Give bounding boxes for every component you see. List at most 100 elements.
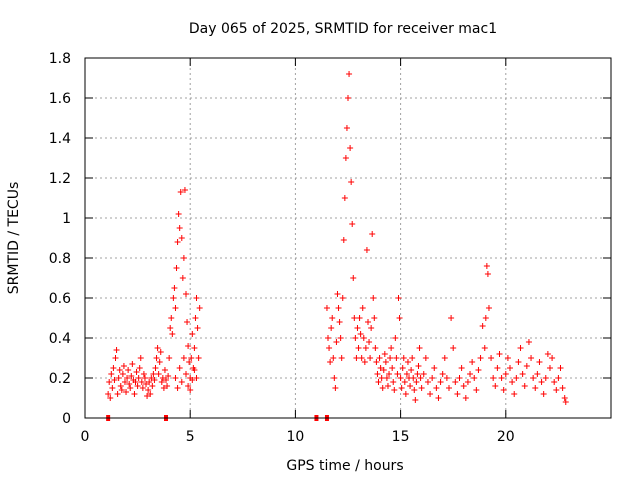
data-point [132,379,139,385]
data-point [483,263,490,269]
data-point [350,275,357,281]
data-point [118,387,125,393]
data-point [128,373,135,379]
data-point [482,315,489,321]
data-point [145,387,152,393]
axis-ticks [84,57,611,419]
data-point [521,383,528,389]
data-point [462,395,469,401]
data-point [187,387,194,393]
data-point [112,355,119,361]
data-point [393,355,400,361]
data-point [139,385,146,391]
data-point [135,375,142,381]
data-point [148,375,155,381]
data-point [353,355,360,361]
data-point [175,211,182,217]
y-tick-label: 0.8 [49,251,71,267]
data-point [176,225,183,231]
data-point [339,295,346,301]
data-point [420,371,427,377]
x-axis-label: GPS time / hours [286,458,403,474]
data-point [481,345,488,351]
data-point [193,375,200,381]
data-point [538,379,545,385]
data-point [414,371,421,377]
data-point [149,383,156,389]
data-point [141,375,148,381]
data-point [107,395,114,401]
data-point [355,345,362,351]
data-point [416,345,423,351]
data-point [335,305,342,311]
data-point [404,359,411,365]
data-point [119,371,126,377]
y-tick-label: 0.2 [49,371,71,387]
data-point [147,391,154,397]
data-point [193,295,200,301]
data-point [389,365,396,371]
data-point [366,339,373,345]
data-point [409,355,416,361]
data-point [185,383,192,389]
data-point [348,179,355,185]
data-point [196,305,203,311]
data-point [362,345,369,351]
data-point [120,363,127,369]
data-point [408,367,415,373]
data-point [494,365,501,371]
y-tick-label: 1.8 [49,51,71,67]
data-point [154,345,161,351]
data-point [158,379,165,385]
data-point [178,379,185,385]
chart-title: Day 065 of 2025, SRMTID for receiver mac… [189,21,497,37]
data-point [138,379,145,385]
data-point [399,365,406,371]
data-point [435,395,442,401]
data-point [189,377,196,383]
y-tick-labels: 0 0.2 0.4 0.6 0.8 1 1.2 1.4 1.6 1.8 [49,51,71,427]
data-point [338,355,345,361]
data-point [189,331,196,337]
data-point [437,379,444,385]
data-point [356,315,363,321]
data-point [492,383,499,389]
data-point [555,375,562,381]
data-point [371,315,378,321]
data-point [131,391,138,397]
data-point [544,351,551,357]
y-tick-label: 1.4 [49,131,71,147]
data-point [111,377,118,383]
data-point [379,385,386,391]
data-point [513,375,520,381]
data-point [454,391,461,397]
data-point [172,375,179,381]
data-point [484,271,491,277]
data-point [349,221,356,227]
data-point [445,385,452,391]
x-tick-label: 10 [286,429,304,445]
y-tick-label: 0 [62,411,71,427]
data-point [403,371,410,377]
data-point [153,355,160,361]
data-point [479,323,486,329]
data-point [490,375,497,381]
data-point [151,377,158,383]
data-point [507,365,514,371]
data-point [176,365,183,371]
data-point [377,365,384,371]
x-tick-label: 15 [392,429,410,445]
y-tick-label: 1.6 [49,91,71,107]
data-point [496,351,503,357]
data-point [382,359,389,365]
data-point [429,375,436,381]
data-point [357,331,364,337]
data-point [337,335,344,341]
x-tick-labels: 0 5 10 15 20 [81,429,515,445]
data-point [155,371,162,377]
data-point [448,315,455,321]
data-point [452,379,459,385]
data-point [412,397,419,403]
data-point [180,355,187,361]
